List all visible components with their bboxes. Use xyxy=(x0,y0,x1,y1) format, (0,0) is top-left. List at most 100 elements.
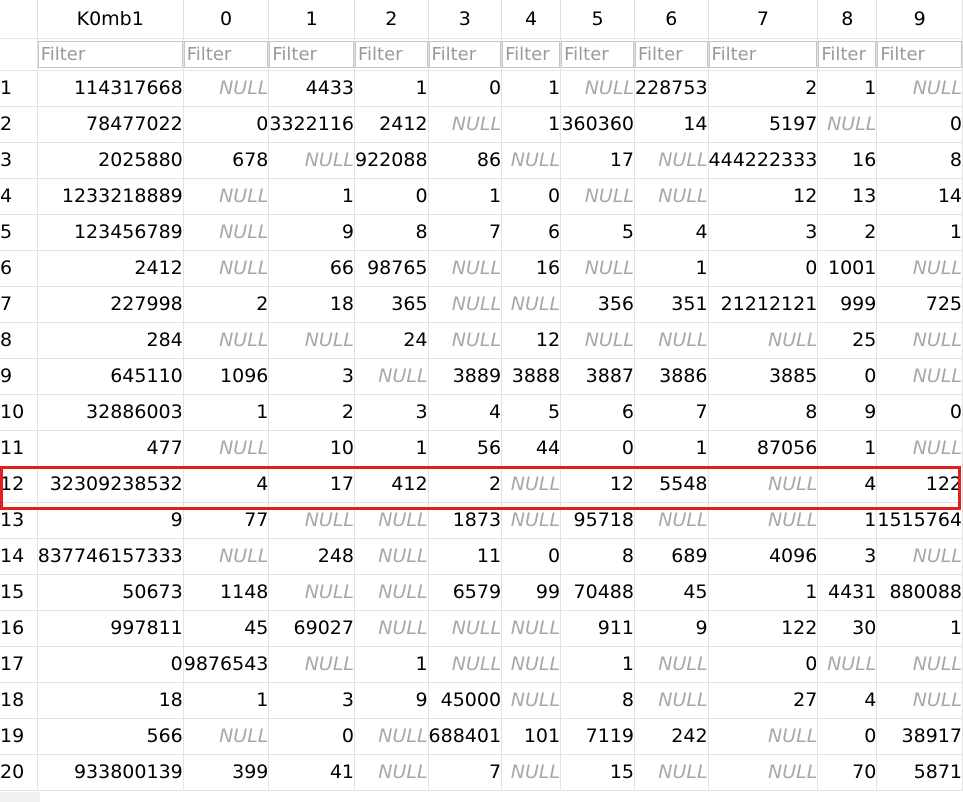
table-cell[interactable]: 38917 xyxy=(876,718,963,755)
table-cell[interactable]: 1148 xyxy=(183,574,270,611)
null-cell[interactable]: NULL xyxy=(876,682,963,719)
table-cell[interactable]: 70 xyxy=(817,754,878,791)
table-cell[interactable]: 2025880 xyxy=(37,142,184,179)
row-number[interactable]: 12 xyxy=(0,466,38,503)
table-cell[interactable]: 5197 xyxy=(708,106,819,143)
row-number[interactable]: 2 xyxy=(0,106,38,143)
table-cell[interactable]: 356 xyxy=(560,286,635,323)
table-cell[interactable]: 56 xyxy=(428,430,503,467)
table-cell[interactable]: 399 xyxy=(183,754,270,791)
table-cell[interactable]: 1 xyxy=(817,430,878,467)
table-cell[interactable]: 933800139 xyxy=(37,754,184,791)
table-cell[interactable]: 16 xyxy=(501,250,562,287)
null-cell[interactable]: NULL xyxy=(183,70,270,107)
table-cell[interactable]: 3887 xyxy=(560,358,635,395)
table-cell[interactable]: 5 xyxy=(560,214,635,251)
filter-input-3[interactable] xyxy=(428,40,501,68)
table-cell[interactable]: 32886003 xyxy=(37,394,184,431)
table-cell[interactable]: 123456789 xyxy=(37,214,184,251)
null-cell[interactable]: NULL xyxy=(634,322,709,359)
null-cell[interactable]: NULL xyxy=(817,106,878,143)
null-cell[interactable]: NULL xyxy=(428,106,503,143)
table-cell[interactable]: 70488 xyxy=(560,574,635,611)
table-cell[interactable]: 41 xyxy=(268,754,355,791)
table-cell[interactable]: 18 xyxy=(37,682,184,719)
table-row[interactable]: 17 0 9876543 NULL 1 NULL NULL 1 NULL 0 NULL NULL xyxy=(0,646,963,683)
table-cell[interactable]: 725 xyxy=(876,286,963,323)
row-number[interactable]: 17 xyxy=(0,646,38,683)
table-cell[interactable]: 1 xyxy=(876,214,963,251)
filter-input-4[interactable] xyxy=(502,40,560,68)
table-row[interactable]: 12 32309238532 4 17 412 2 NULL 12 5548 NULL 4 122 xyxy=(0,466,963,503)
table-row[interactable]: 16 997811 45 69027 NULL NULL NULL 911 9 122 30 1 xyxy=(0,610,963,647)
table-cell[interactable]: 12 xyxy=(708,178,819,215)
null-cell[interactable]: NULL xyxy=(560,250,635,287)
null-cell[interactable]: NULL xyxy=(268,502,355,539)
table-cell[interactable]: 9 xyxy=(634,610,709,647)
null-cell[interactable]: NULL xyxy=(876,322,963,359)
null-cell[interactable]: NULL xyxy=(183,430,270,467)
table-cell[interactable]: 17 xyxy=(560,142,635,179)
table-cell[interactable]: 6 xyxy=(560,394,635,431)
table-cell[interactable]: 3 xyxy=(268,682,355,719)
table-cell[interactable]: 2412 xyxy=(37,250,184,287)
table-cell[interactable]: 1 xyxy=(354,430,429,467)
table-cell[interactable]: 1 xyxy=(268,178,355,215)
table-row[interactable]: 20 933800139 399 41 NULL 7 NULL 15 NULL NULL 70 587… xyxy=(0,754,963,791)
table-cell[interactable]: 24 xyxy=(354,322,429,359)
table-cell[interactable]: 86 xyxy=(428,142,503,179)
table-cell[interactable]: 0 xyxy=(501,178,562,215)
filter-input-5[interactable] xyxy=(561,40,634,68)
table-cell[interactable]: 122 xyxy=(708,610,819,647)
table-cell[interactable]: 4 xyxy=(183,466,270,503)
row-number[interactable]: 13 xyxy=(0,502,38,539)
table-cell[interactable]: 11 xyxy=(428,538,503,575)
filter-input-6[interactable] xyxy=(635,40,708,68)
table-cell[interactable]: 69027 xyxy=(268,610,355,647)
column-header-3[interactable]: 3 xyxy=(428,0,503,39)
null-cell[interactable]: NULL xyxy=(428,250,503,287)
table-cell[interactable]: 999 xyxy=(817,286,878,323)
table-cell[interactable]: 477 xyxy=(37,430,184,467)
table-cell[interactable]: 25 xyxy=(817,322,878,359)
table-cell[interactable]: 3 xyxy=(708,214,819,251)
null-cell[interactable]: NULL xyxy=(354,574,429,611)
table-cell[interactable]: 9 xyxy=(817,394,878,431)
table-cell[interactable]: 9 xyxy=(268,214,355,251)
table-cell[interactable]: 45 xyxy=(634,574,709,611)
table-cell[interactable]: 0 xyxy=(268,718,355,755)
table-cell[interactable]: 242 xyxy=(634,718,709,755)
filter-input-9[interactable] xyxy=(877,40,962,68)
table-row[interactable]: 4 1233218889 NULL 1 0 1 0 NULL NULL 12 13 14 xyxy=(0,178,963,215)
table-cell[interactable]: 114317668 xyxy=(37,70,184,107)
row-number[interactable]: 18 xyxy=(0,682,38,719)
filter-input-2[interactable] xyxy=(355,40,428,68)
table-cell[interactable]: 13 xyxy=(817,178,878,215)
row-number[interactable]: 15 xyxy=(0,574,38,611)
column-header-4[interactable]: 4 xyxy=(501,0,562,39)
table-cell[interactable]: 4 xyxy=(634,214,709,251)
null-cell[interactable]: NULL xyxy=(634,178,709,215)
table-row[interactable]: 19 566 NULL 0 NULL 688401 101 7119 242 NULL 0 38917 xyxy=(0,718,963,755)
table-cell[interactable]: 365 xyxy=(354,286,429,323)
filter-input-8[interactable] xyxy=(818,40,876,68)
table-cell[interactable]: 0 xyxy=(354,178,429,215)
filter-input-7[interactable] xyxy=(708,40,817,68)
table-cell[interactable]: 9876543 xyxy=(183,646,270,683)
table-cell[interactable]: 4096 xyxy=(708,538,819,575)
null-cell[interactable]: NULL xyxy=(501,142,562,179)
null-cell[interactable]: NULL xyxy=(183,718,270,755)
null-cell[interactable]: NULL xyxy=(560,322,635,359)
table-cell[interactable]: 3 xyxy=(817,538,878,575)
table-cell[interactable]: 98765 xyxy=(354,250,429,287)
table-cell[interactable]: 5548 xyxy=(634,466,709,503)
table-row[interactable]: 2 78477022 0 3322116 2412 NULL 1 360360 14 5197 NU… xyxy=(0,106,963,143)
row-number[interactable]: 5 xyxy=(0,214,38,251)
table-cell[interactable]: 45 xyxy=(183,610,270,647)
null-cell[interactable]: NULL xyxy=(268,646,355,683)
table-cell[interactable]: 77 xyxy=(183,502,270,539)
row-number[interactable]: 3 xyxy=(0,142,38,179)
null-cell[interactable]: NULL xyxy=(268,142,355,179)
table-cell[interactable]: 8 xyxy=(560,538,635,575)
table-cell[interactable]: 17 xyxy=(268,466,355,503)
